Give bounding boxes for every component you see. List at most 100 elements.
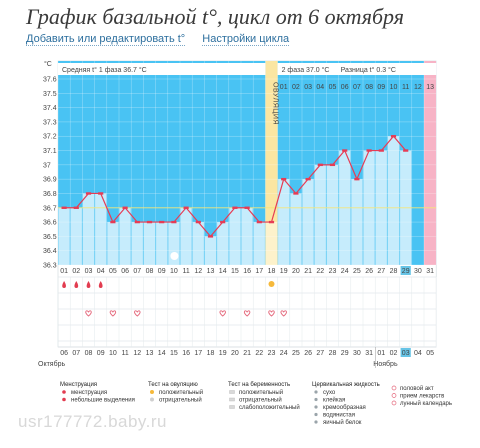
calendar-date-label: 11: [121, 350, 128, 357]
legend-drop-icon: [62, 397, 66, 402]
cycle-day-label: 18: [268, 268, 276, 275]
temp-bar: [168, 222, 180, 265]
cycle-day-label: 27: [377, 268, 385, 275]
cycle-day-label: 14: [219, 268, 227, 275]
menstruation-drop: [86, 281, 91, 288]
temp-bar: [70, 207, 82, 265]
cycle-day-label: 07: [133, 268, 141, 275]
legend-fluid-item: водянистая: [323, 413, 355, 419]
calendar-date-label: 13: [146, 350, 154, 357]
legend-menstruation-item: менструация: [71, 390, 107, 396]
temperature-point: [183, 206, 189, 209]
phase2-day-label: 04: [316, 84, 324, 91]
info-diff: Разница t° 0.3 °C: [341, 66, 396, 74]
legend-fluid-item: клейкая: [323, 397, 345, 404]
temp-bar: [302, 179, 314, 265]
temp-bar: [265, 222, 278, 265]
temp-bar: [107, 222, 119, 265]
calendar-date-label: 31: [365, 350, 373, 357]
temperature-point: [195, 220, 201, 224]
phase2-day-label: 01: [280, 84, 288, 91]
add-edit-temp-link[interactable]: Добавить или редактировать t°: [26, 33, 186, 46]
calendar-date-label: 17: [194, 350, 202, 357]
legend-fluid-item: кремообразная: [323, 405, 366, 411]
calendar-date-label: 30: [353, 350, 361, 357]
legend-other-icon: [391, 385, 397, 391]
cycle-day-label: 02: [72, 268, 80, 275]
calendar-date-label: 26: [304, 350, 312, 357]
legend-other-icon: [391, 400, 397, 406]
y-tick-label: 37.2: [43, 134, 57, 141]
y-tick-label: 36.5: [43, 234, 57, 241]
cycle-settings-link[interactable]: Настройки цикла: [202, 33, 290, 46]
legend-menstruation-item: небольшие выделения: [71, 398, 135, 404]
intercourse-heart-icon: [280, 310, 287, 317]
page-title: График базальной t°, цикл от 6 октября: [26, 4, 404, 29]
cycle-day-label: 21: [304, 268, 312, 275]
calendar-date-label: 14: [158, 350, 166, 357]
temperature-point: [220, 220, 226, 224]
legend-pregnancy-item: слабоположительный: [239, 404, 300, 411]
current-day-marker: [400, 266, 411, 275]
temperature-point: [281, 177, 287, 181]
legend-fluid-item: сухо: [323, 390, 336, 396]
y-tick-label: 36.7: [43, 205, 57, 212]
legend-test-icon: [229, 397, 235, 402]
temperature-point: [378, 149, 384, 152]
y-tick-label: 37.3: [43, 119, 57, 126]
cycle-day-label: 01: [60, 268, 68, 275]
phase2-day-label: 12: [414, 84, 422, 91]
temp-bar: [95, 193, 107, 265]
legend-drop-icon: [62, 390, 66, 394]
temperature-point: [122, 206, 128, 209]
calendar-date-label: 06: [60, 350, 68, 357]
temperature-point: [390, 135, 397, 138]
info-phase2-box: [277, 63, 437, 75]
phase2-day-label: 10: [390, 84, 398, 91]
cycle-day-label: 06: [121, 268, 129, 275]
intercourse-heart-icon: [268, 310, 275, 317]
legend-other-item: половой акт: [400, 385, 434, 392]
phase2-day-label: 08: [365, 84, 373, 91]
temp-bar: [143, 222, 156, 265]
legend-sun-icon: [150, 397, 154, 402]
temperature-point: [317, 163, 323, 167]
phase2-day-label: 02: [292, 84, 300, 91]
temp-bar: [180, 207, 192, 265]
phase2-day-label: 05: [329, 84, 337, 91]
ovulation-test-positive-icon: [268, 281, 275, 287]
temp-bar: [156, 222, 168, 265]
temperature-point: [268, 220, 275, 224]
cycle-day-label: 17: [255, 268, 263, 275]
cycle-day-label: 20: [292, 268, 300, 275]
calendar-date-label: 04: [414, 350, 422, 357]
calendar-date-label: 23: [268, 350, 276, 357]
legend-fluid-icon: [314, 405, 318, 409]
y-tick-label: 36.9: [43, 177, 57, 184]
cycle-day-label: 11: [182, 268, 189, 275]
temp-bar: [387, 136, 400, 265]
temperature-point: [98, 192, 104, 195]
temperature-point: [366, 149, 372, 152]
cycle-day-label: 05: [109, 268, 117, 275]
calendar-date-label: 19: [219, 350, 227, 357]
temperature-point: [110, 220, 116, 224]
temperature-point: [146, 220, 153, 224]
temp-bar: [82, 193, 95, 265]
phase2-day-label: 09: [377, 84, 385, 91]
cycle-day-label: 04: [97, 268, 105, 275]
legend-pregnancy-title: Тест на беременность: [228, 382, 290, 388]
calendar-date-label: 07: [72, 350, 80, 357]
calendar-date-label: 02: [390, 350, 398, 357]
legend-fluid-icon: [314, 397, 318, 402]
y-tick-label: 37.1: [43, 148, 57, 155]
temperature-point: [73, 206, 79, 209]
phase2-day-label: 03: [304, 84, 312, 91]
y-tick-label: 37.4: [43, 105, 57, 112]
legend-fluid-icon: [314, 420, 318, 424]
legend-ovulation-item: отрицательный: [159, 397, 202, 404]
cycle-day-label: 29: [402, 268, 410, 275]
temperature-point: [232, 206, 238, 209]
cycle-day-label: 23: [329, 268, 337, 275]
